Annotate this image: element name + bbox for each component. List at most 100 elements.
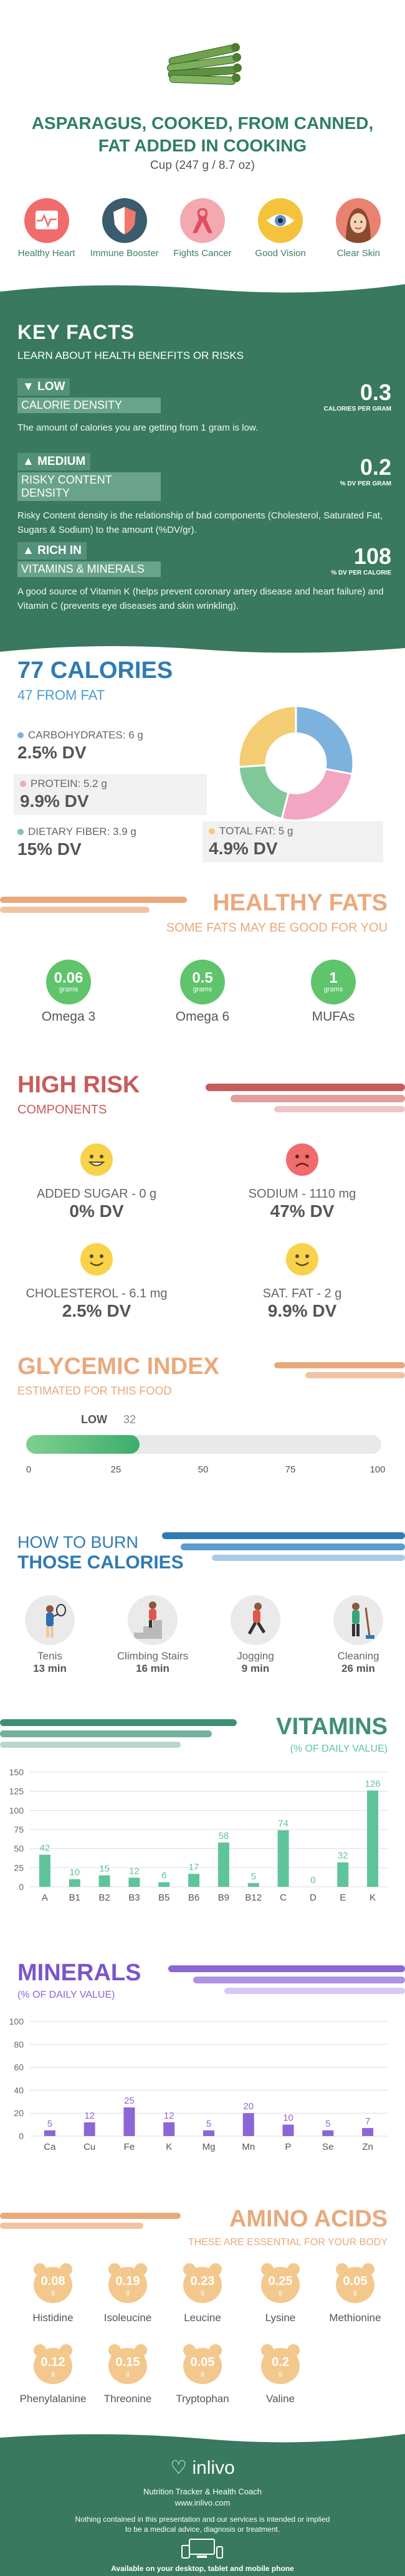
activity-cleaning: Cleaning 26 min (315, 1595, 402, 1675)
x-tick-label: Zn (362, 2142, 373, 2152)
fact-vitamins-minerals: ▲ RICH IN VITAMINS & MINERALS 108 % DV P… (17, 542, 391, 613)
bar-value-label: 20 (243, 2101, 254, 2112)
bar (247, 1882, 259, 1887)
minerals-title: MINERALS (17, 1960, 141, 1986)
bar (44, 2130, 55, 2136)
x-tick-label: B9 (218, 1892, 229, 1903)
vitamins-subtitle: (% OF DAILY VALUE) (290, 1744, 388, 1754)
eye-icon (258, 198, 303, 243)
benefit-clear-skin: Clear Skin (323, 198, 393, 279)
fat-badge: 0.06 grams (46, 960, 91, 1004)
donut-slice (237, 764, 290, 820)
amino-name: Phenylalanine (19, 2393, 87, 2405)
bar (322, 2130, 334, 2136)
amino-value: 0.23 (190, 2274, 215, 2288)
bar (242, 2113, 254, 2136)
glycemic-title: GLYCEMIC INDEX (17, 1353, 219, 1380)
y-tick-label: 25 (14, 1863, 24, 1872)
fact-value: 0.2 (360, 454, 391, 480)
amino-value: 0.08 (40, 2274, 65, 2288)
x-tick-label: Mg (202, 2142, 216, 2152)
key-facts-subtitle: LEARN ABOUT HEALTH BENEFITS OR RISKS (17, 350, 244, 361)
benefit-immune-booster: Immune Booster (90, 198, 160, 279)
happy-face-icon (80, 1243, 113, 1276)
amino-value: 0.19 (115, 2274, 140, 2288)
macro-donut-chart (237, 705, 355, 822)
bar (203, 2130, 214, 2136)
face-icon (336, 198, 381, 243)
bar-value-label: 0 (310, 1875, 315, 1886)
bar-value-label: 25 (124, 2096, 135, 2106)
benefit-fights-cancer: Fights Cancer (168, 198, 237, 279)
sad-face-icon (286, 1143, 318, 1176)
burn-title-bold: THOSE CALORIES (17, 1552, 184, 1573)
fat-mufas: 1 grams MUFAs (284, 960, 383, 1024)
x-tick-label: Cu (83, 2142, 95, 2152)
high-risk-subtitle: COMPONENTS (17, 1103, 107, 1117)
macro-carbohydrates: CARBOHYDRATES: 6 g 2.5% DV (17, 729, 143, 762)
bar (123, 2107, 135, 2136)
glycemic-value: 32 (123, 1413, 136, 1426)
macro-dietary-fiber: DIETARY FIBER: 3.9 g 15% DV (17, 826, 136, 859)
amino-name: Methionine (329, 2312, 381, 2324)
amino-value: 0.12 (40, 2355, 65, 2369)
amino-name: Isoleucine (103, 2312, 152, 2324)
ribbon-icon (179, 198, 225, 243)
glycemic-tick: 75 (285, 1464, 296, 1475)
benefit-healthy-heart: Healthy Heart (12, 198, 82, 279)
x-tick-label: K (166, 2142, 172, 2152)
bar (362, 2128, 374, 2136)
amino-acid-item: 0.08 g Histidine (12, 2262, 93, 2324)
x-tick-label: B12 (245, 1892, 262, 1903)
amino-unit: g (279, 2289, 282, 2296)
amino-acid-item: 0.05 g Methionine (315, 2262, 396, 2324)
benefit-good-vision: Good Vision (245, 198, 315, 279)
x-tick-label: B3 (128, 1892, 140, 1903)
bar (282, 2124, 294, 2136)
amino-unit: g (201, 2370, 204, 2377)
x-tick-label: Ca (44, 2142, 56, 2152)
donut-slice (280, 768, 354, 822)
amino-value: 0.2 (272, 2355, 289, 2369)
fact-calorie-density: ▼ LOW CALORIE DENSITY 0.3 CALORIES PER G… (17, 378, 391, 435)
fat-omega-3: 0.06 grams Omega 3 (19, 960, 118, 1024)
happy-face-icon (286, 1243, 318, 1276)
stripe-decoration (168, 1965, 405, 1994)
cleaning-icon (333, 1595, 383, 1645)
fact-description: Risky Content density is the relationshi… (17, 510, 383, 535)
bar-value-label: 126 (365, 1778, 381, 1789)
footer-devices: Available on your desktop, tablet and mo… (111, 2564, 294, 2573)
amino-unit: g (126, 2370, 130, 2377)
key-facts-section: KEY FACTS LEARN ABOUT HEALTH BENEFITS OR… (0, 296, 405, 645)
amino-acid-item: 0.12 g Phenylalanine (12, 2343, 93, 2405)
thumbs-up-icon: ▲ (22, 544, 34, 557)
x-tick-label: E (340, 1892, 346, 1903)
footer: ♡ inlivo Nutrition Tracker & Health Coac… (0, 2446, 405, 2576)
y-tick-label: 40 (14, 2085, 24, 2095)
fact-unit: % DV PER CALORIE (331, 570, 391, 576)
risk-cholesterol: CHOLESTEROL - 6.1 mg 2.5% DV (19, 1240, 174, 1321)
risk-sodium: SODIUM - 1110 mg 47% DV (224, 1140, 380, 1221)
y-tick-label: 125 (9, 1787, 24, 1796)
bar (277, 1830, 289, 1887)
devices-icon (181, 2539, 223, 2559)
x-tick-label: B1 (69, 1892, 80, 1903)
bar-value-label: 5 (251, 1871, 256, 1882)
glycemic-subtitle: ESTIMATED FOR THIS FOOD (17, 1385, 172, 1397)
y-tick-label: 80 (14, 2039, 24, 2049)
footer-url[interactable]: www.inlivo.com (174, 2498, 231, 2507)
thumbs-down-icon: ▼ (22, 380, 34, 393)
x-tick-label: K (369, 1892, 376, 1903)
stripe-decoration (0, 2213, 181, 2229)
heart-monitor-icon (24, 198, 69, 243)
bar-value-label: 12 (84, 2111, 95, 2121)
fact-description: The amount of calories you are getting f… (17, 422, 259, 433)
y-tick-label: 20 (14, 2108, 24, 2118)
macro-total-fat: TOTAL FAT: 5 g 4.9% DV (202, 821, 383, 862)
amino-subtitle: THESE ARE ESSENTIAL FOR YOUR BODY (188, 2237, 388, 2248)
footer-tagline: Nutrition Tracker & Health Coach (143, 2487, 262, 2496)
amino-acid-item: 0.15 g Threonine (87, 2343, 168, 2405)
fact-value: 0.3 (360, 379, 391, 405)
amino-unit: g (51, 2370, 55, 2377)
